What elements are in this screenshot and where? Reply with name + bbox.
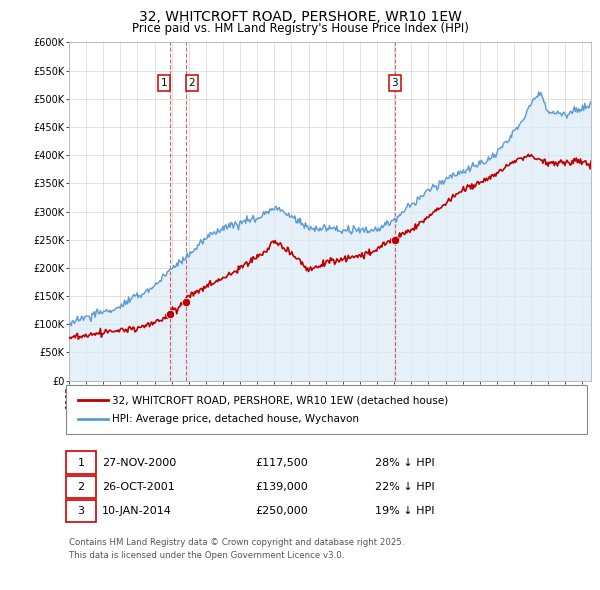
Text: £139,000: £139,000 <box>255 482 308 491</box>
Text: Contains HM Land Registry data © Crown copyright and database right 2025.
This d: Contains HM Land Registry data © Crown c… <box>69 538 404 559</box>
Text: 28% ↓ HPI: 28% ↓ HPI <box>375 458 434 467</box>
Text: £250,000: £250,000 <box>255 506 308 516</box>
Text: Price paid vs. HM Land Registry's House Price Index (HPI): Price paid vs. HM Land Registry's House … <box>131 22 469 35</box>
Text: 2: 2 <box>77 482 85 491</box>
Text: £117,500: £117,500 <box>255 458 308 467</box>
Text: 3: 3 <box>392 78 398 88</box>
Text: 32, WHITCROFT ROAD, PERSHORE, WR10 1EW: 32, WHITCROFT ROAD, PERSHORE, WR10 1EW <box>139 10 461 24</box>
Text: 27-NOV-2000: 27-NOV-2000 <box>102 458 176 467</box>
Text: 1: 1 <box>161 78 167 88</box>
Text: 26-OCT-2001: 26-OCT-2001 <box>102 482 175 491</box>
Text: 1: 1 <box>77 458 85 467</box>
Text: 3: 3 <box>77 506 85 516</box>
Text: HPI: Average price, detached house, Wychavon: HPI: Average price, detached house, Wych… <box>112 414 359 424</box>
Text: 19% ↓ HPI: 19% ↓ HPI <box>375 506 434 516</box>
Text: 32, WHITCROFT ROAD, PERSHORE, WR10 1EW (detached house): 32, WHITCROFT ROAD, PERSHORE, WR10 1EW (… <box>112 395 448 405</box>
Text: 2: 2 <box>188 78 195 88</box>
Text: 10-JAN-2014: 10-JAN-2014 <box>102 506 172 516</box>
Text: 22% ↓ HPI: 22% ↓ HPI <box>375 482 434 491</box>
